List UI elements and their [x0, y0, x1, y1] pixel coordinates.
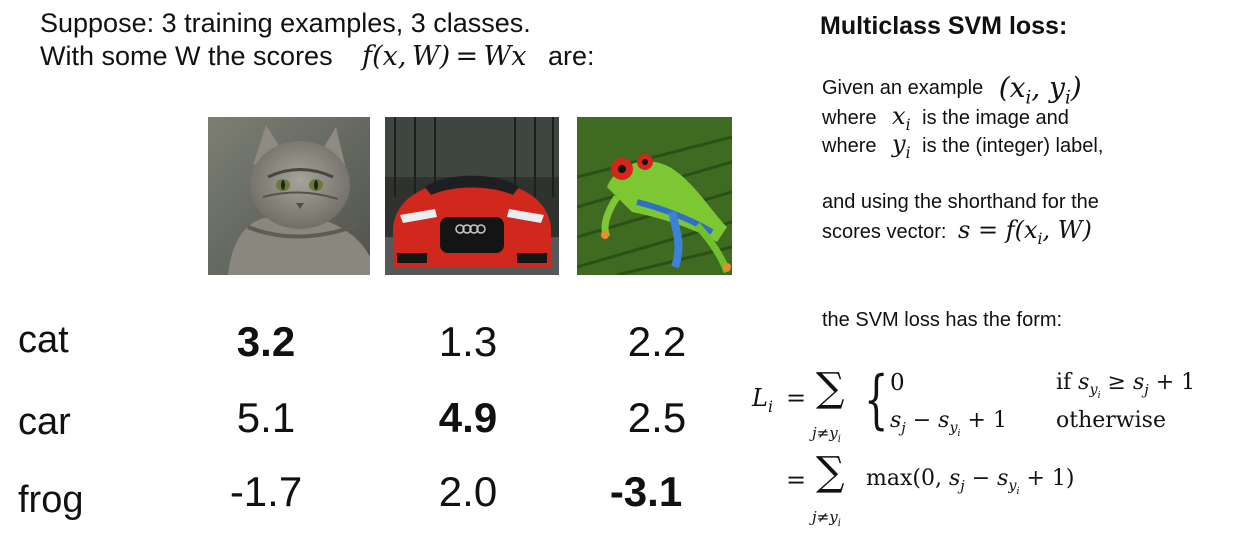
- sum-symbol-2: ∑: [816, 449, 845, 495]
- score-car-image3: 2.5: [627, 394, 687, 441]
- brace: {: [864, 363, 889, 437]
- where-label-prefix: where: [822, 135, 877, 157]
- image-variable: xi: [892, 102, 911, 134]
- svm-loss-form-text: the SVM loss has the form:: [822, 309, 1063, 331]
- score-frog-image2: 2.0: [438, 468, 498, 515]
- shorthand-line-2: scores vector: s = f(xi, W): [822, 218, 1092, 251]
- case-2-value: sj − syi + 1: [890, 408, 1007, 440]
- where-image-line: where xi is the image and: [822, 104, 1069, 137]
- case-1-condition: if syi ≥ sj + 1: [1056, 370, 1196, 402]
- frog-image: [577, 117, 732, 275]
- equals-sign-2: =: [786, 466, 807, 494]
- sum-symbol-1: ∑: [816, 365, 845, 411]
- sum-index-2: j≠yi: [812, 508, 841, 529]
- car-image: [385, 117, 559, 275]
- row-label-cat: cat: [18, 319, 69, 361]
- header-line-2: With some W the scores f(x, W) = Wx are:: [40, 41, 595, 72]
- loss-lhs: Li: [752, 384, 773, 416]
- sum-index-1: j≠yi: [812, 424, 841, 445]
- header-line-2-prefix: With some W the scores: [40, 41, 333, 71]
- row-label-frog: frog: [18, 479, 84, 521]
- score-car-image2: 4.9: [438, 394, 498, 441]
- given-text: Given an example: [822, 77, 984, 99]
- shorthand-prefix: scores vector:: [822, 221, 947, 243]
- header-line-2-suffix: are:: [548, 41, 595, 71]
- example-pair-formula: (xi, yi): [998, 71, 1082, 109]
- where-label-text: is the (integer) label,: [922, 135, 1104, 157]
- score-car-image1: 5.1: [236, 394, 296, 441]
- scores-vector-formula: s = f(xi, W): [958, 216, 1092, 248]
- right-panel-title: Multiclass SVM loss:: [820, 12, 1068, 40]
- score-cat-image1: 3.2: [236, 318, 296, 365]
- given-example-line: Given an example (xi, yi): [822, 74, 1082, 111]
- where-image-prefix: where: [822, 107, 877, 129]
- row-label-car: car: [18, 401, 71, 443]
- score-frog-image1: -1.7: [229, 468, 303, 515]
- where-label-line: where yi is the (integer) label,: [822, 132, 1103, 165]
- svm-loss-max-formula: = ∑ j≠yi max(0, sj − syi + 1): [782, 452, 1222, 538]
- case-1-value: 0: [890, 370, 905, 396]
- equals-sign-1: =: [786, 384, 807, 412]
- cat-image: [208, 117, 370, 275]
- score-function-formula: f(x, W) = Wx: [362, 41, 527, 72]
- header-line-1: Suppose: 3 training examples, 3 classes.: [40, 8, 531, 38]
- svm-loss-piecewise-formula: Li = ∑ j≠yi { 0 if syi ≥ sj + 1 sj − syi…: [752, 363, 1242, 450]
- score-frog-image3: -3.1: [609, 468, 683, 515]
- shorthand-line-1: and using the shorthand for the: [822, 191, 1099, 213]
- score-cat-image2: 1.3: [438, 318, 498, 365]
- score-cat-image3: 2.2: [627, 318, 687, 365]
- case-2-condition: otherwise: [1056, 408, 1166, 433]
- label-variable: yi: [892, 130, 911, 162]
- max-expression: max(0, sj − syi + 1): [866, 466, 1075, 498]
- where-image-text: is the image and: [922, 107, 1069, 129]
